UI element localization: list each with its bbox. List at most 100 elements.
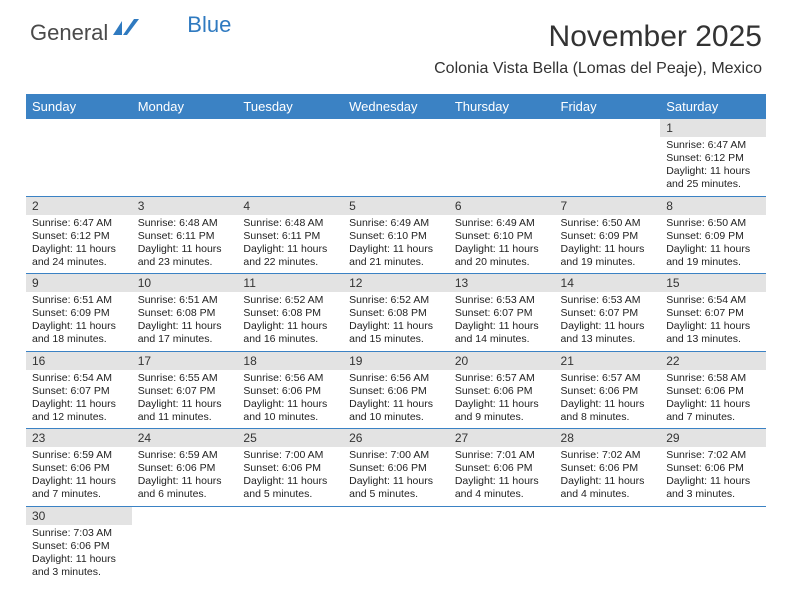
sunset-line: Sunset: 6:08 PM bbox=[349, 307, 443, 320]
day-cell: 24Sunrise: 6:59 AMSunset: 6:06 PMDayligh… bbox=[132, 429, 238, 507]
day-body: Sunrise: 6:47 AMSunset: 6:12 PMDaylight:… bbox=[26, 215, 132, 274]
day-cell: 7Sunrise: 6:50 AMSunset: 6:09 PMDaylight… bbox=[555, 196, 661, 274]
day-cell: 16Sunrise: 6:54 AMSunset: 6:07 PMDayligh… bbox=[26, 351, 132, 429]
sunset-line: Sunset: 6:10 PM bbox=[455, 230, 549, 243]
day-number: 25 bbox=[237, 429, 343, 447]
daylight-line: Daylight: 11 hours and 20 minutes. bbox=[455, 243, 549, 269]
sunset-line: Sunset: 6:06 PM bbox=[666, 462, 760, 475]
day-cell: 13Sunrise: 6:53 AMSunset: 6:07 PMDayligh… bbox=[449, 274, 555, 352]
sunrise-line: Sunrise: 6:54 AM bbox=[32, 372, 126, 385]
day-cell: 15Sunrise: 6:54 AMSunset: 6:07 PMDayligh… bbox=[660, 274, 766, 352]
calendar-row: 2Sunrise: 6:47 AMSunset: 6:12 PMDaylight… bbox=[26, 196, 766, 274]
sunrise-line: Sunrise: 7:00 AM bbox=[349, 449, 443, 462]
flag-icon bbox=[113, 19, 139, 40]
empty-cell bbox=[237, 506, 343, 583]
day-body: Sunrise: 7:02 AMSunset: 6:06 PMDaylight:… bbox=[660, 447, 766, 506]
sunset-line: Sunset: 6:08 PM bbox=[138, 307, 232, 320]
day-cell: 1Sunrise: 6:47 AMSunset: 6:12 PMDaylight… bbox=[660, 119, 766, 196]
sunrise-line: Sunrise: 7:02 AM bbox=[666, 449, 760, 462]
daylight-line: Daylight: 11 hours and 7 minutes. bbox=[666, 398, 760, 424]
sunrise-line: Sunrise: 6:48 AM bbox=[138, 217, 232, 230]
day-number: 29 bbox=[660, 429, 766, 447]
day-number: 4 bbox=[237, 197, 343, 215]
day-number: 18 bbox=[237, 352, 343, 370]
day-number: 7 bbox=[555, 197, 661, 215]
day-body: Sunrise: 7:02 AMSunset: 6:06 PMDaylight:… bbox=[555, 447, 661, 506]
day-cell: 23Sunrise: 6:59 AMSunset: 6:06 PMDayligh… bbox=[26, 429, 132, 507]
daylight-line: Daylight: 11 hours and 10 minutes. bbox=[243, 398, 337, 424]
day-cell: 25Sunrise: 7:00 AMSunset: 6:06 PMDayligh… bbox=[237, 429, 343, 507]
weekday-header: Saturday bbox=[660, 94, 766, 119]
sunrise-line: Sunrise: 6:54 AM bbox=[666, 294, 760, 307]
daylight-line: Daylight: 11 hours and 22 minutes. bbox=[243, 243, 337, 269]
weekday-header: Thursday bbox=[449, 94, 555, 119]
sunrise-line: Sunrise: 7:03 AM bbox=[32, 527, 126, 540]
empty-cell bbox=[449, 506, 555, 583]
daylight-line: Daylight: 11 hours and 19 minutes. bbox=[561, 243, 655, 269]
sunrise-line: Sunrise: 6:52 AM bbox=[243, 294, 337, 307]
sunrise-line: Sunrise: 6:48 AM bbox=[243, 217, 337, 230]
empty-cell bbox=[132, 119, 238, 196]
sunset-line: Sunset: 6:06 PM bbox=[349, 462, 443, 475]
empty-cell bbox=[26, 119, 132, 196]
daylight-line: Daylight: 11 hours and 3 minutes. bbox=[32, 553, 126, 579]
day-body: Sunrise: 6:53 AMSunset: 6:07 PMDaylight:… bbox=[555, 292, 661, 351]
calendar-row: 30Sunrise: 7:03 AMSunset: 6:06 PMDayligh… bbox=[26, 506, 766, 583]
sunset-line: Sunset: 6:12 PM bbox=[666, 152, 760, 165]
weekday-header: Monday bbox=[132, 94, 238, 119]
empty-cell bbox=[449, 119, 555, 196]
logo-word-general: General bbox=[30, 20, 108, 46]
day-number: 21 bbox=[555, 352, 661, 370]
daylight-line: Daylight: 11 hours and 25 minutes. bbox=[666, 165, 760, 191]
sunset-line: Sunset: 6:06 PM bbox=[243, 462, 337, 475]
day-number: 5 bbox=[343, 197, 449, 215]
day-number: 8 bbox=[660, 197, 766, 215]
sunset-line: Sunset: 6:11 PM bbox=[138, 230, 232, 243]
daylight-line: Daylight: 11 hours and 23 minutes. bbox=[138, 243, 232, 269]
daylight-line: Daylight: 11 hours and 4 minutes. bbox=[561, 475, 655, 501]
day-number: 2 bbox=[26, 197, 132, 215]
day-body: Sunrise: 6:55 AMSunset: 6:07 PMDaylight:… bbox=[132, 370, 238, 429]
daylight-line: Daylight: 11 hours and 11 minutes. bbox=[138, 398, 232, 424]
sunset-line: Sunset: 6:07 PM bbox=[666, 307, 760, 320]
sunrise-line: Sunrise: 6:51 AM bbox=[138, 294, 232, 307]
sunset-line: Sunset: 6:11 PM bbox=[243, 230, 337, 243]
day-body: Sunrise: 6:59 AMSunset: 6:06 PMDaylight:… bbox=[26, 447, 132, 506]
sunrise-line: Sunrise: 6:47 AM bbox=[32, 217, 126, 230]
empty-cell bbox=[237, 119, 343, 196]
day-number: 27 bbox=[449, 429, 555, 447]
daylight-line: Daylight: 11 hours and 8 minutes. bbox=[561, 398, 655, 424]
sunrise-line: Sunrise: 6:58 AM bbox=[666, 372, 760, 385]
day-cell: 2Sunrise: 6:47 AMSunset: 6:12 PMDaylight… bbox=[26, 196, 132, 274]
sunrise-line: Sunrise: 6:50 AM bbox=[666, 217, 760, 230]
day-body: Sunrise: 7:01 AMSunset: 6:06 PMDaylight:… bbox=[449, 447, 555, 506]
day-body: Sunrise: 6:51 AMSunset: 6:08 PMDaylight:… bbox=[132, 292, 238, 351]
day-cell: 9Sunrise: 6:51 AMSunset: 6:09 PMDaylight… bbox=[26, 274, 132, 352]
sunrise-line: Sunrise: 7:00 AM bbox=[243, 449, 337, 462]
day-body: Sunrise: 6:51 AMSunset: 6:09 PMDaylight:… bbox=[26, 292, 132, 351]
day-number: 1 bbox=[660, 119, 766, 137]
day-body: Sunrise: 6:56 AMSunset: 6:06 PMDaylight:… bbox=[343, 370, 449, 429]
sunset-line: Sunset: 6:09 PM bbox=[666, 230, 760, 243]
day-cell: 14Sunrise: 6:53 AMSunset: 6:07 PMDayligh… bbox=[555, 274, 661, 352]
day-number: 11 bbox=[237, 274, 343, 292]
calendar-table: SundayMondayTuesdayWednesdayThursdayFrid… bbox=[26, 94, 766, 583]
day-cell: 18Sunrise: 6:56 AMSunset: 6:06 PMDayligh… bbox=[237, 351, 343, 429]
day-number: 6 bbox=[449, 197, 555, 215]
sunrise-line: Sunrise: 7:01 AM bbox=[455, 449, 549, 462]
sunrise-line: Sunrise: 6:51 AM bbox=[32, 294, 126, 307]
sunrise-line: Sunrise: 6:53 AM bbox=[455, 294, 549, 307]
empty-cell bbox=[660, 506, 766, 583]
empty-cell bbox=[132, 506, 238, 583]
day-cell: 26Sunrise: 7:00 AMSunset: 6:06 PMDayligh… bbox=[343, 429, 449, 507]
day-number: 15 bbox=[660, 274, 766, 292]
day-body: Sunrise: 6:58 AMSunset: 6:06 PMDaylight:… bbox=[660, 370, 766, 429]
sunset-line: Sunset: 6:09 PM bbox=[32, 307, 126, 320]
day-number: 14 bbox=[555, 274, 661, 292]
logo-word-blue: Blue bbox=[187, 12, 231, 38]
sunrise-line: Sunrise: 7:02 AM bbox=[561, 449, 655, 462]
daylight-line: Daylight: 11 hours and 3 minutes. bbox=[666, 475, 760, 501]
sunset-line: Sunset: 6:06 PM bbox=[455, 385, 549, 398]
sunset-line: Sunset: 6:07 PM bbox=[138, 385, 232, 398]
day-body: Sunrise: 6:52 AMSunset: 6:08 PMDaylight:… bbox=[237, 292, 343, 351]
